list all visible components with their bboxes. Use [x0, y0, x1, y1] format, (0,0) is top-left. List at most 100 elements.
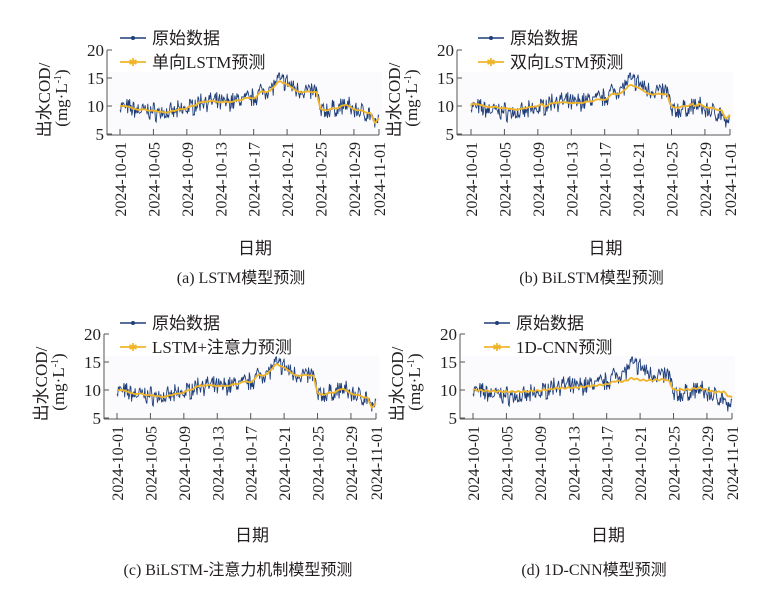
x-tick-label: 2024-10-29: [698, 142, 715, 217]
series-pred-line: [119, 80, 380, 124]
y-axis-label-line1: 出水COD/: [35, 62, 54, 137]
x-tick-label: 2024-10-05: [497, 142, 514, 217]
legend-pred-marker: ✱: [128, 342, 137, 354]
y-tick-label: 20: [84, 325, 101, 344]
panel-caption: (c) BiLSTM-注意力机制模型预测: [124, 560, 353, 579]
legend-pred-label: LSTM+注意力预测: [152, 338, 292, 357]
y-axis-unit-close: ): [402, 69, 421, 75]
y-tick-label: 5: [96, 125, 105, 144]
x-tick-label: 2024-10-25: [314, 142, 331, 217]
y-axis-label-line2: (mg·L-1): [405, 353, 424, 410]
panel-caption: (d) 1D-CNN模型预测: [521, 561, 666, 579]
x-tick-label: 2024-10-05: [143, 426, 160, 501]
legend-pred-label: 双向LSTM预测: [510, 53, 623, 72]
x-tick-label: 2024-10-01: [466, 426, 483, 501]
y-tick-label: 10: [84, 381, 101, 400]
x-tick-label: 2024-10-05: [146, 142, 163, 217]
x-tick-label: 2024-10-09: [180, 142, 197, 217]
x-axis-label: 日期: [235, 526, 269, 545]
y-tick-label: 5: [93, 409, 102, 428]
y-axis-label-line1: 出水COD/: [385, 62, 404, 137]
y-axis-unit-close: ): [52, 69, 71, 75]
x-tick-label: 2024-10-09: [533, 426, 550, 501]
legend: 原始数据 ✱ LSTM+注意力预测: [120, 314, 292, 357]
x-tick-label: 2024-10-01: [113, 142, 130, 217]
x-tick-label: 2024-10-25: [667, 426, 684, 501]
y-tick-label: 10: [440, 381, 457, 400]
y-tick-label: 5: [446, 125, 455, 144]
x-tick-label: 2024-10-09: [177, 426, 194, 501]
legend-pred-marker: ✱: [492, 342, 501, 354]
x-tick-label: 2024-11-01: [369, 426, 386, 500]
y-axis-label-line2: (mg·L-1): [402, 69, 421, 126]
y-axis-unit-close: ): [49, 353, 68, 359]
y-axis-unit-sup: -1: [403, 75, 414, 83]
y-axis-unit-sup: -1: [406, 359, 417, 367]
y-axis-unit: (mg·L: [405, 367, 424, 410]
y-axis-label-line1: 出水COD/: [388, 346, 407, 421]
x-tick-label: 2024-10-05: [499, 426, 516, 501]
panel-caption: (a) LSTM模型预测: [177, 269, 305, 287]
y-axis-label-line2: (mg·L-1): [49, 353, 68, 410]
x-tick-label: 2024-10-17: [600, 426, 617, 501]
legend-raw-marker: [131, 321, 135, 325]
chart-panel-a: 5 10 15 20 2024-10-01 2024-10-05 2024-10-09 202…: [35, 29, 389, 287]
legend: 原始数据 ✱ 单向LSTM预测: [120, 29, 265, 72]
y-axis-unit: (mg·L: [49, 367, 68, 410]
y-tick-label: 5: [449, 409, 458, 428]
x-tick-label: 2024-11-01: [372, 142, 389, 216]
x-tick-label: 2024-10-01: [110, 426, 127, 501]
series-pred-line: [116, 363, 377, 409]
y-tick-label: 20: [440, 325, 457, 344]
x-axis-label: 日期: [589, 239, 623, 258]
chart-panel-b: 5 10 15 20 2024-10-01 2024-10-05 2024-10-09 202…: [385, 29, 740, 287]
legend-pred-marker: ✱: [128, 57, 137, 69]
chart-panel-c: 5 10 15 20 2024-10-01 2024-10-05 2024-10-09 202…: [32, 314, 386, 579]
x-tick-label: 2024-11-01: [723, 142, 740, 216]
series-pred-line: [470, 84, 731, 120]
x-tick-label: 2024-10-17: [598, 142, 615, 217]
chart-panel-d: 5 10 15 20 2024-10-01 2024-10-05 2024-10-09 202…: [388, 314, 742, 579]
y-tick-label: 15: [87, 69, 104, 88]
legend: 原始数据 ✱ 双向LSTM预测: [478, 29, 623, 72]
x-tick-label: 2024-10-13: [213, 142, 230, 217]
y-axis-unit-sup: -1: [53, 75, 64, 83]
y-tick-label: 15: [440, 353, 457, 372]
legend-pred-label: 单向LSTM预测: [152, 53, 265, 72]
legend-raw-marker: [495, 321, 499, 325]
series-raw-line: [472, 356, 733, 412]
x-tick-label: 2024-10-29: [347, 142, 364, 217]
legend-raw-label: 原始数据: [516, 314, 584, 333]
y-axis-unit-sup: -1: [50, 359, 61, 367]
y-tick-label: 15: [84, 353, 101, 372]
legend-pred-marker: ✱: [486, 57, 495, 69]
x-tick-label: 2024-10-01: [464, 142, 481, 217]
legend-raw-label: 原始数据: [152, 29, 220, 48]
y-tick-label: 20: [437, 41, 454, 60]
x-axis-label: 日期: [591, 526, 625, 545]
y-tick-label: 10: [87, 97, 104, 116]
x-tick-label: 2024-10-17: [244, 426, 261, 501]
x-tick-label: 2024-10-17: [247, 142, 264, 217]
legend-raw-marker: [131, 36, 135, 40]
y-axis-unit: (mg·L: [402, 83, 421, 126]
x-tick-label: 2024-10-21: [631, 142, 648, 217]
y-tick-label: 20: [87, 41, 104, 60]
x-tick-label: 2024-10-13: [566, 426, 583, 501]
series-pred-line: [472, 376, 733, 399]
x-tick-label: 2024-10-13: [564, 142, 581, 217]
x-tick-label: 2024-10-21: [280, 142, 297, 217]
y-tick-label: 10: [437, 97, 454, 116]
y-axis-label-line1: 出水COD/: [32, 346, 51, 421]
x-tick-label: 2024-10-25: [665, 142, 682, 217]
x-tick-label: 2024-10-13: [210, 426, 227, 501]
x-tick-label: 2024-10-29: [344, 426, 361, 501]
y-axis-unit-close: ): [405, 353, 424, 359]
panel-caption: (b) BiLSTM模型预测: [519, 269, 663, 287]
x-tick-label: 2024-10-21: [277, 426, 294, 501]
y-tick-label: 15: [437, 69, 454, 88]
x-axis-label: 日期: [238, 239, 272, 258]
y-axis-label-line2: (mg·L-1): [52, 69, 71, 126]
x-tick-label: 2024-11-01: [725, 426, 742, 500]
